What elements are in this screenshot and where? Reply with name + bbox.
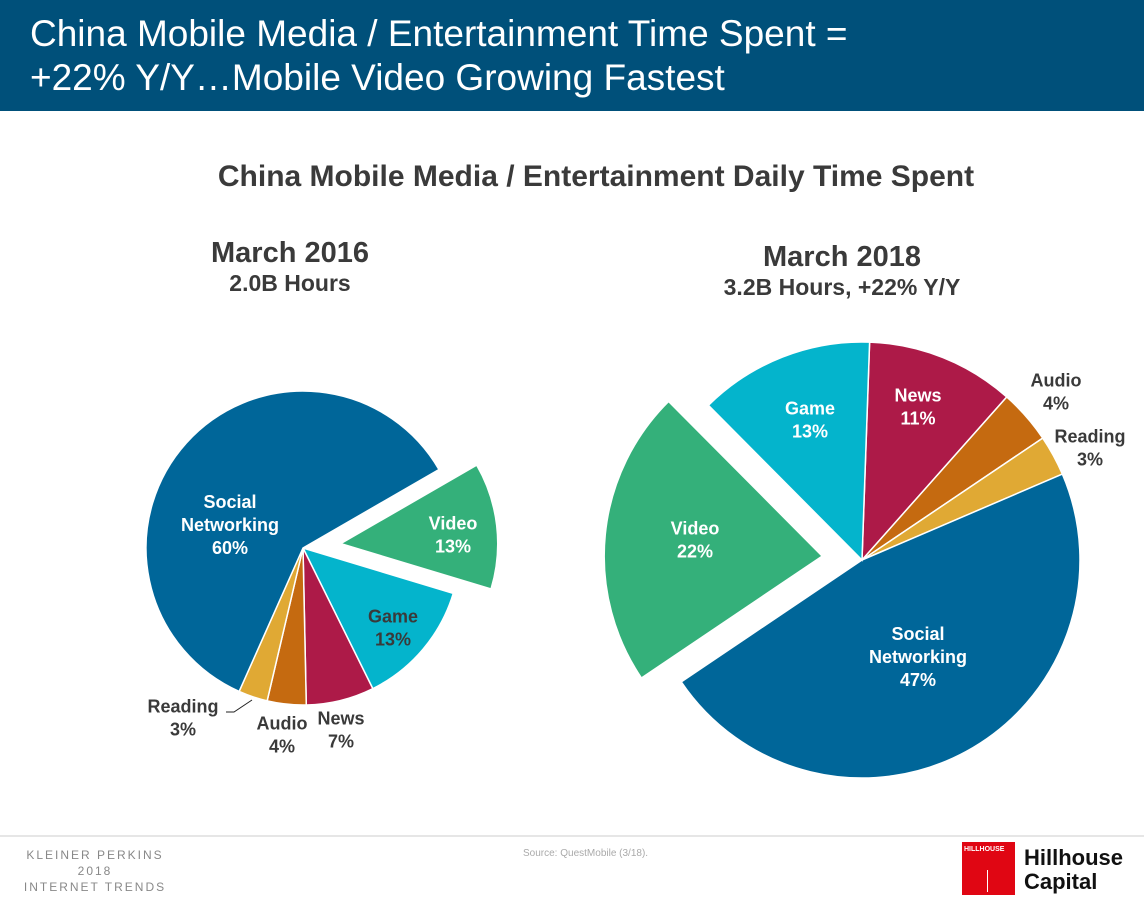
pie-0-slice-game	[301, 546, 455, 690]
kp-line3: INTERNET TRENDS	[23, 880, 167, 894]
hillhouse-line2: Capital	[1024, 869, 1098, 894]
pie-1-slice-social-networking	[680, 473, 1081, 779]
chart-title: China Mobile Media / Entertainment Daily…	[217, 160, 975, 193]
pie-1-label-video: Video 22%	[671, 519, 720, 562]
pie-2018-subtitle: March 2018	[763, 241, 921, 273]
kp-line2: 2018	[77, 864, 113, 878]
slide-title-banner: China Mobile Media / Entertainment Time …	[0, 0, 1144, 111]
pie-1-label-social-networking: Social Networking 47%	[869, 624, 967, 690]
pie-0-slice-video	[338, 464, 499, 590]
pie-0-label-video: Video 13%	[429, 514, 478, 557]
pie-0-label-game: Game 13%	[368, 607, 418, 650]
pie-1-slice-game	[707, 341, 871, 562]
pie-0-label-reading: Reading 3%	[147, 697, 218, 740]
pie-2016-hours: 2.0B Hours	[229, 270, 351, 296]
pie-2018-header: March 2018 3.2B Hours, +22% Y/Y	[692, 241, 992, 301]
slide-title-line2: +22% Y/Y…Mobile Video Growing Fastest	[30, 57, 725, 98]
hillhouse-logo-box: HILLHOUSE	[962, 842, 1015, 895]
pie-2018-hours: 3.2B Hours, +22% Y/Y	[723, 274, 961, 300]
slide-title-line1: China Mobile Media / Entertainment Time …	[30, 13, 848, 54]
pie-1-label-audio: Audio 4%	[1031, 371, 1082, 414]
pie-1-slice-video	[603, 400, 824, 680]
pie-0-label-news: News 7%	[317, 709, 364, 752]
kp-line1: KLEINER PERKINS	[26, 848, 164, 862]
hillhouse-line1: Hillhouse	[1024, 845, 1124, 870]
source-note: Source: QuestMobile (3/18).	[523, 848, 649, 859]
pie-1-label-game: Game 13%	[785, 399, 835, 442]
pie-1-label-reading: Reading 3%	[1054, 427, 1125, 470]
hillhouse-logo-text: Hillhouse Capital	[1024, 846, 1123, 894]
pie-2016-header: March 2016 2.0B Hours	[190, 237, 390, 297]
reading-leader-line	[226, 699, 253, 713]
pie-1-slice-news	[861, 341, 1008, 563]
footer-divider	[0, 835, 1144, 837]
pie-0-label-audio: Audio 4%	[257, 714, 308, 757]
pie-0-slice-social-networking	[145, 390, 440, 693]
pie-2016-subtitle: March 2016	[211, 237, 369, 269]
pie-1-label-news: News 11%	[894, 386, 941, 429]
kleiner-perkins-logo: KLEINER PERKINS 2018 INTERNET TRENDS	[10, 847, 180, 895]
pie-0-label-social-networking: Social Networking 60%	[181, 492, 279, 558]
